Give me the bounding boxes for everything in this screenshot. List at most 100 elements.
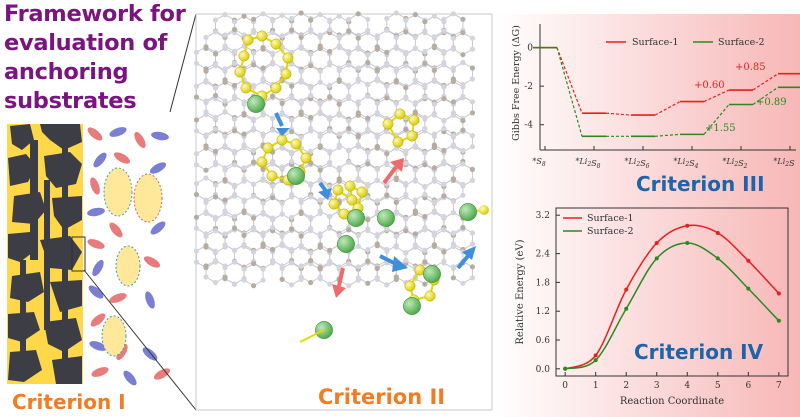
lattice-atom	[412, 66, 418, 72]
lattice-atom	[203, 68, 209, 74]
lattice-atom	[374, 177, 380, 183]
lattice-atom	[469, 46, 476, 52]
lattice-atom	[460, 224, 466, 231]
lattice-atom	[441, 181, 447, 187]
lattice-atom	[260, 110, 266, 116]
lattice-atom	[222, 12, 228, 18]
lattice-atom	[374, 265, 380, 271]
lattice-atom	[212, 17, 219, 23]
lattice-atom	[403, 51, 409, 57]
lattice-atom	[222, 109, 228, 115]
connector-2	[654, 133, 681, 137]
sulfur-atom	[300, 152, 312, 164]
lattice-atom	[260, 266, 266, 272]
lattice-atom	[269, 115, 276, 121]
lattice-atom	[308, 194, 314, 200]
lattice-atom	[212, 257, 219, 264]
lattice-atom	[327, 184, 333, 190]
lattice-atom	[441, 16, 447, 22]
lattice-atom	[460, 280, 466, 286]
lattice-atom	[431, 43, 437, 49]
lattice-atom	[422, 213, 428, 220]
highlight-cluster-3	[115, 245, 141, 287]
lattice-atom	[365, 115, 371, 121]
lattice-atom	[327, 116, 333, 122]
lattice-atom	[355, 11, 361, 17]
lattice-atom	[308, 250, 314, 256]
lattice-atom	[403, 17, 409, 23]
lattice-atom	[308, 63, 314, 69]
lattice-atom	[241, 111, 247, 117]
lattice-atom	[317, 100, 323, 106]
lattice-atom	[469, 275, 476, 281]
lattice-atom	[231, 162, 238, 168]
page-title: Framework for evaluation of anchoring su…	[4, 0, 194, 116]
lattice-atom	[193, 191, 200, 198]
lattice-atom	[403, 29, 409, 35]
lattice-atom	[260, 11, 266, 17]
sulfur-atom	[346, 194, 358, 206]
lattice-atom	[384, 61, 390, 67]
lattice-atom	[393, 100, 399, 106]
lattice-atom	[298, 263, 304, 269]
lattice-atom	[403, 180, 409, 187]
lattice-atom	[336, 165, 342, 171]
lattice-atom	[422, 30, 428, 36]
lattice-atom	[346, 159, 352, 165]
lattice-atom	[298, 98, 304, 104]
lattice-atom	[365, 81, 371, 88]
lattice-atom	[222, 79, 228, 85]
lattice-atom	[289, 95, 295, 101]
lattice-atom	[403, 148, 409, 154]
lattice-atom	[231, 213, 238, 220]
lattice-atom	[203, 145, 209, 151]
lattice-atom	[460, 118, 466, 124]
lattice-atom	[222, 210, 228, 216]
lattice-atom	[193, 83, 200, 89]
lattice-atom	[384, 129, 390, 135]
lattice-atom	[422, 60, 428, 66]
lattice-atom	[412, 12, 418, 18]
sulfur-atom	[276, 134, 288, 146]
molecule-ellipse-field	[87, 127, 171, 386]
sulfur-atom	[266, 170, 278, 182]
lattice-atom	[231, 247, 238, 253]
lattice-atom	[450, 11, 456, 17]
lattice-atom	[355, 275, 361, 281]
lattice-atom	[384, 95, 390, 101]
lattice-atom	[355, 142, 361, 148]
lattice-atom	[412, 197, 418, 203]
lattice-atom	[374, 46, 380, 52]
y-tick-label: 2.4	[536, 250, 551, 260]
lattice-atom	[355, 99, 361, 105]
lattice-atom	[193, 248, 200, 254]
sulfur-atom	[240, 82, 252, 94]
lattice-atom	[203, 243, 209, 249]
lattice-atom	[250, 283, 257, 289]
lattice-atom	[469, 177, 476, 183]
lattice-atom	[431, 208, 437, 214]
lattice-atom	[346, 96, 352, 102]
lattice-atom	[384, 162, 390, 168]
lattice-atom	[469, 76, 476, 82]
legend-label: Surface-2	[718, 37, 765, 48]
lattice-atom	[422, 150, 428, 156]
lattice-atom	[403, 96, 409, 102]
lattice-atom	[460, 127, 466, 133]
lattice-atom	[203, 167, 209, 173]
lattice-atom	[355, 232, 361, 238]
lattice-atom	[289, 117, 295, 123]
sulfur-atom	[382, 118, 394, 130]
lattice-atom	[374, 100, 380, 106]
lattice-atom	[250, 261, 257, 267]
lattice-atom	[241, 232, 247, 238]
lattice-atom	[450, 230, 456, 236]
lattice-atom	[298, 233, 304, 239]
lattice-atom	[403, 160, 409, 166]
y-tick-label: 0.6	[536, 336, 551, 346]
lattice-atom	[374, 67, 380, 73]
sulfur-atom	[392, 136, 404, 148]
lattice-atom	[336, 232, 342, 238]
lattice-atom	[384, 15, 390, 22]
lattice-atom	[412, 45, 418, 52]
